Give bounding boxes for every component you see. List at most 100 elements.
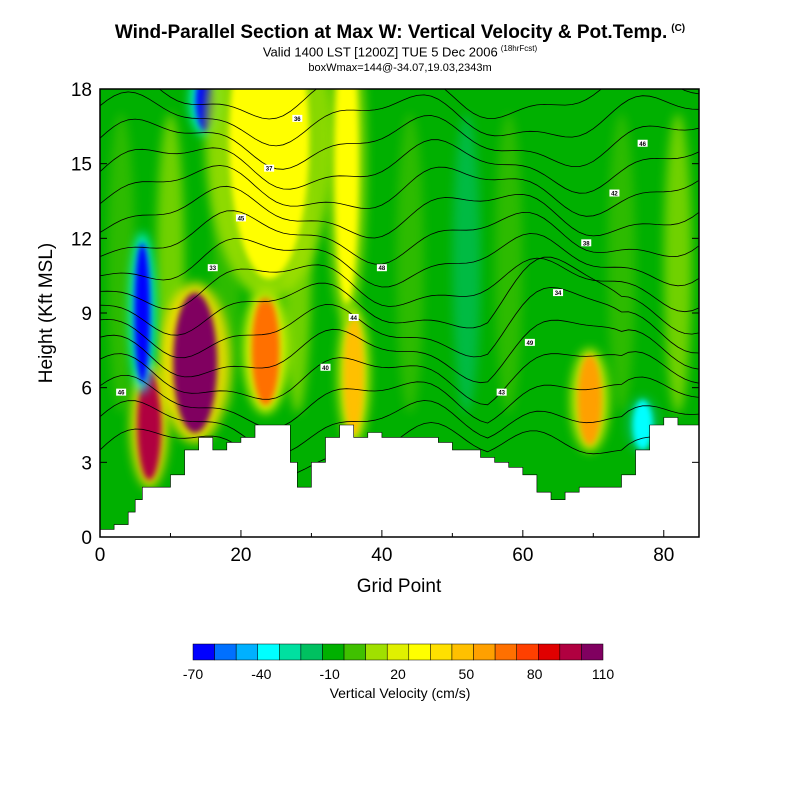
isentrope-label-box (264, 164, 275, 172)
isentrope-line (100, 165, 699, 217)
isentrope-label-text: 44 (350, 316, 357, 322)
y-tick-label: 3 (81, 453, 92, 474)
colorbar: -70 -40 -10 20 50 80 110 (183, 643, 615, 682)
isentrope-label-box (524, 338, 535, 346)
colorbar-swatch (386, 643, 410, 661)
forecast-tag: (18hrFcst) (500, 44, 538, 53)
isentrope-label-box (376, 264, 387, 272)
isentrope-label: 38 (581, 239, 592, 247)
colorbar-swatch (257, 643, 280, 661)
colorbar-swatch (538, 643, 561, 661)
isentrope-line (158, 89, 699, 120)
colorbar-swatch (581, 643, 604, 661)
isentrope-label-box (235, 214, 246, 222)
isentrope-line (100, 374, 699, 429)
isentrope-label: 43 (496, 388, 507, 397)
isentrope-label-text: 46 (118, 391, 125, 397)
isentrope-line (100, 115, 699, 170)
isentrope-line (100, 233, 699, 288)
isentrope-label-text: 45 (238, 216, 245, 222)
velocity-cell (251, 295, 280, 406)
isentrope-line (100, 91, 699, 147)
x-axis: 0 20 40 60 80 (95, 530, 674, 566)
y-tick-label: 15 (71, 155, 92, 176)
colorbar-swatch (430, 643, 453, 661)
velocity-cell (343, 315, 364, 436)
isentrope-line (100, 286, 699, 359)
isentrope-label: 49 (524, 338, 535, 347)
isentrope-label: 45 (235, 214, 246, 222)
colorbar-swatch (322, 643, 345, 661)
box-wmax-line: boxWmax=144@-34.07,19.03,2343m (0, 62, 800, 74)
isentrope-label-box (637, 139, 648, 147)
velocity-cell (577, 355, 602, 446)
x-axis-label: Grid Point (357, 576, 442, 597)
colorbar-tick-label: 50 (459, 666, 475, 682)
colorbar-swatch (473, 643, 496, 661)
x-tick-label: 20 (230, 545, 251, 566)
isentrope-label: 42 (609, 189, 620, 198)
colorbar-tick-label: 20 (390, 666, 406, 682)
y-tick-label: 0 (81, 528, 92, 549)
terrain-mask (100, 417, 699, 537)
colorbar-swatch (235, 643, 258, 661)
colorbar-tick-label: -40 (251, 666, 271, 682)
colorbar-swatch (343, 643, 366, 661)
isentrope-label-box (207, 264, 218, 272)
plot-area: 46 48 46 44 42 40 38 36 34 37 49 45 43 33 (100, 89, 699, 537)
isentrope-label-box (348, 313, 359, 321)
isentrope-line (100, 257, 699, 313)
isentrope-line (100, 319, 699, 384)
colorbar-label: Vertical Velocity (cm/s) (330, 685, 471, 701)
velocity-cell (173, 292, 218, 433)
x-tick-label: 80 (653, 545, 674, 566)
colorbar-swatch (408, 643, 431, 661)
isentrope-label: 44 (348, 313, 359, 322)
colorbar-swatch (494, 643, 517, 661)
colorbar-swatch (214, 643, 237, 661)
chart-title-text: Wind-Parallel Section at Max W: Vertical… (114, 22, 668, 43)
valid-time-line: Valid 1400 LST [1200Z] TUE 5 Dec 2006 (18… (0, 44, 800, 59)
colorbar-swatch (279, 643, 302, 661)
velocity-band (607, 113, 636, 414)
y-tick-label: 18 (71, 80, 92, 101)
y-tick-label: 6 (81, 379, 92, 400)
isentrope-label-box (116, 388, 127, 396)
isentrope-label-text: 34 (555, 291, 562, 297)
chart-title: Wind-Parallel Section at Max W: Vertical… (0, 22, 800, 44)
colorbar-swatch (300, 643, 323, 661)
y-axis-label: Height (Kft MSL) (36, 243, 57, 383)
isentrope-label: 33 (207, 264, 218, 272)
isentrope-label-box (292, 114, 303, 122)
isentrope-label: 46 (116, 388, 127, 397)
velocity-band (494, 113, 523, 414)
colorbar-swatch (365, 643, 388, 661)
isentrope-label-text: 46 (639, 142, 646, 148)
isentrope-label: 48 (376, 264, 387, 272)
isentrope-label-text: 37 (266, 167, 273, 173)
isentrope-line (100, 139, 699, 194)
colorbar-swatch (559, 643, 582, 661)
colorbar-tick-label: 110 (592, 666, 615, 682)
isentrope-label-box (496, 388, 507, 396)
isentrope-label-box (609, 189, 620, 197)
isentrope-label-text: 33 (209, 266, 216, 272)
isentrope-label-text: 38 (583, 241, 590, 247)
isentrope-label-text: 36 (294, 117, 301, 123)
isentrope-label-box (553, 289, 564, 297)
colorbar-tick-label: -70 (183, 666, 203, 682)
isentrope-label: 46 (637, 139, 648, 148)
isentrope-label-box (320, 363, 331, 371)
isentrope-label-box (581, 239, 592, 247)
x-tick-label: 40 (371, 545, 392, 566)
y-tick-label: 12 (71, 229, 92, 250)
velocity-cell (137, 370, 162, 480)
colorbar-swatch (192, 643, 215, 661)
isentrope-label: 34 (553, 289, 564, 297)
x-tick-label: 0 (95, 545, 106, 566)
isentrope-line (100, 400, 699, 454)
velocity-cell (134, 243, 151, 383)
velocity-band (107, 113, 136, 414)
